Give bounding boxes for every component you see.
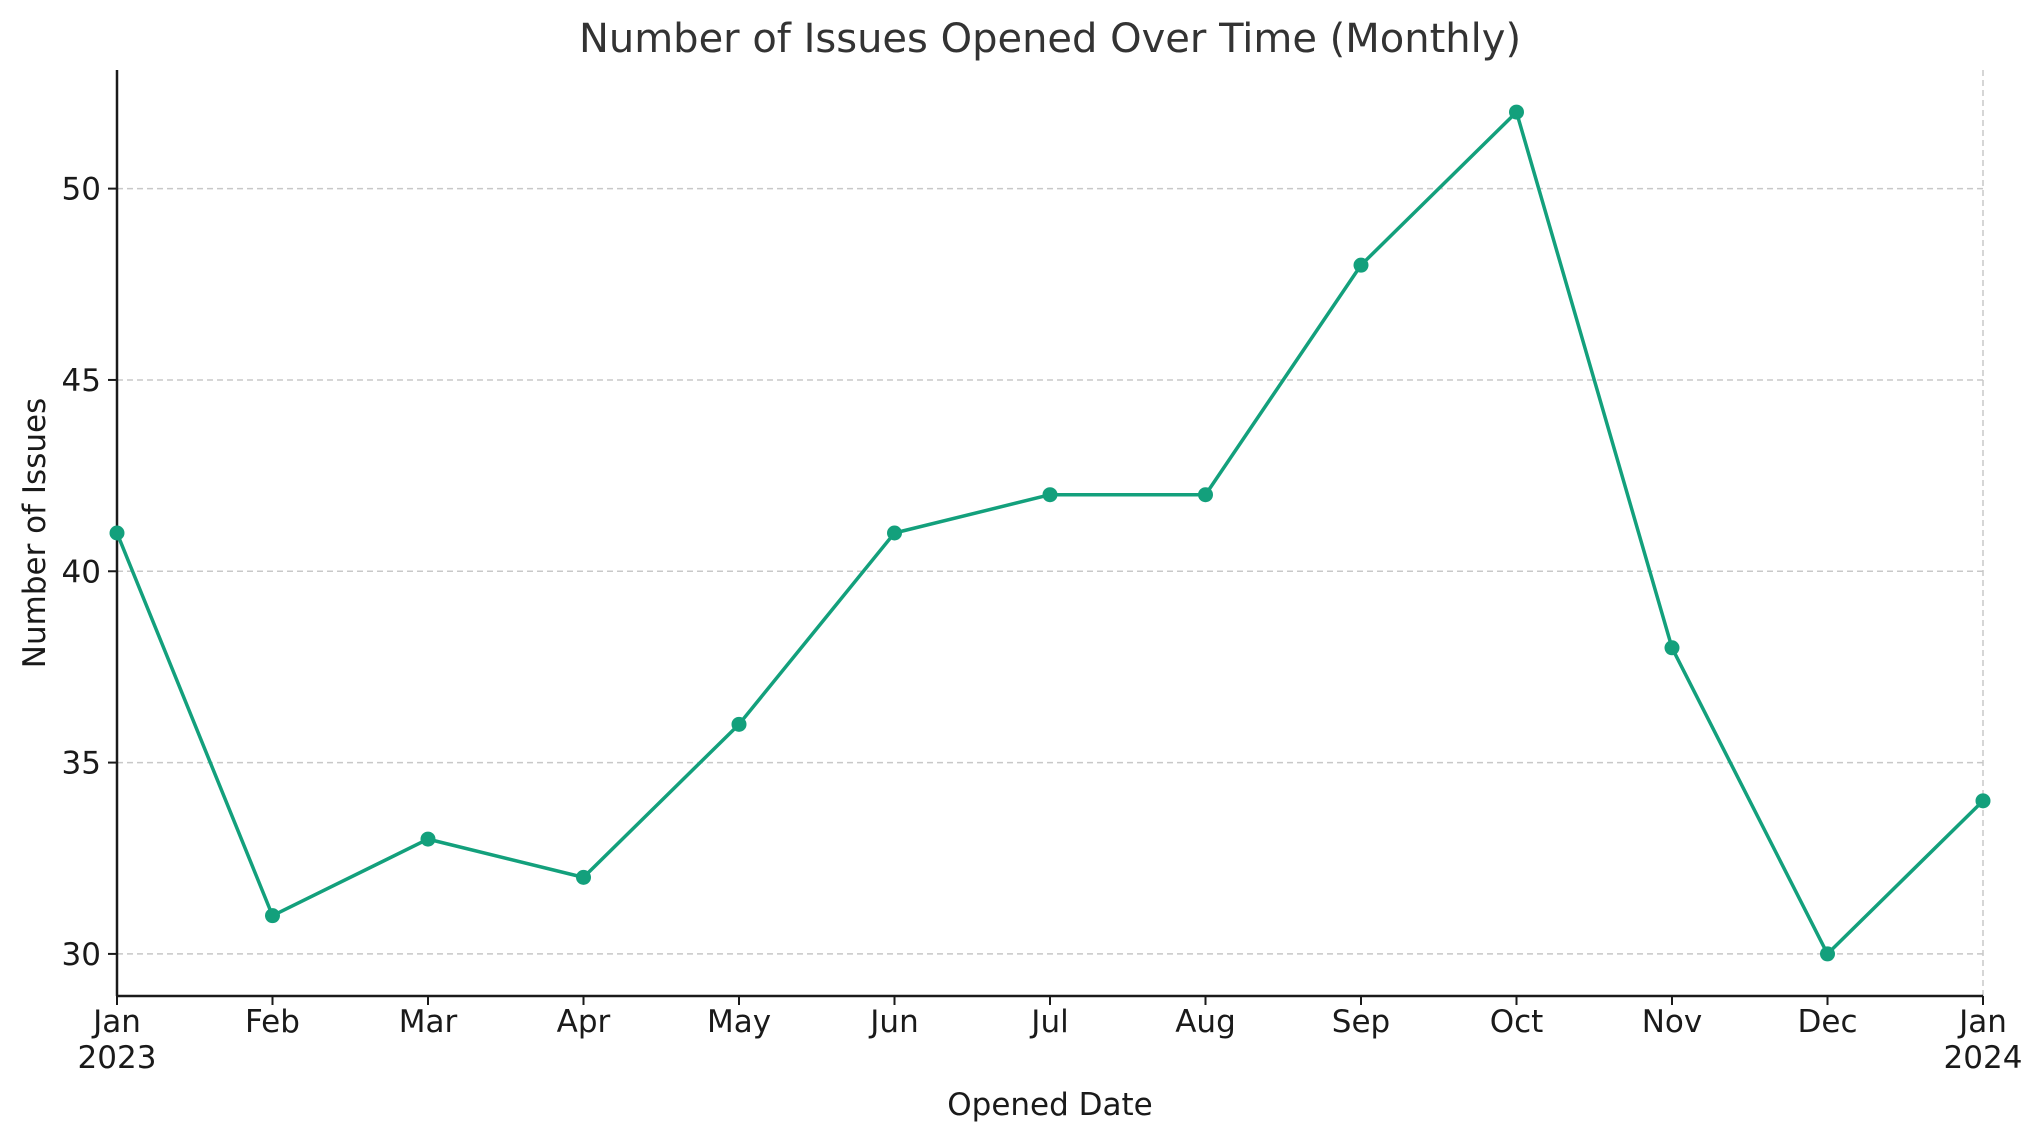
data-point — [731, 716, 747, 732]
x-tick-year-label: 2023 — [78, 1040, 157, 1076]
data-point — [1664, 640, 1680, 656]
y-axis-ticks: 30 35 40 45 50 — [62, 172, 117, 973]
data-point — [420, 831, 436, 847]
grid-lines — [117, 70, 1984, 996]
axes — [115, 70, 1983, 998]
data-point — [109, 525, 125, 541]
x-tick-label: Feb — [245, 1004, 300, 1040]
y-tick-label: 30 — [62, 937, 101, 973]
data-point — [1509, 104, 1524, 120]
series-layer — [109, 104, 1991, 962]
chart-title: Number of Issues Opened Over Time (Month… — [579, 16, 1521, 62]
data-point — [1353, 257, 1369, 273]
data-point — [1042, 487, 1058, 503]
data-point — [1820, 946, 1835, 962]
data-point — [265, 908, 280, 924]
x-axis-label: Opened Date — [947, 1087, 1153, 1123]
y-tick-label: 45 — [62, 363, 101, 399]
x-tick-label: Dec — [1798, 1004, 1858, 1040]
x-tick-label: Jan — [91, 1004, 141, 1040]
data-point — [576, 869, 591, 885]
x-tick-label: Mar — [399, 1004, 458, 1040]
x-tick-label: Oct — [1490, 1004, 1544, 1040]
x-tick-label: May — [707, 1004, 771, 1040]
y-tick-label: 50 — [62, 172, 101, 208]
x-tick-label: Apr — [557, 1004, 611, 1040]
x-tick-year-label: 2024 — [1944, 1040, 2023, 1076]
y-tick-label: 35 — [62, 746, 101, 782]
data-point — [1198, 487, 1213, 503]
series-line — [115, 110, 1985, 956]
x-tick-label: Jul — [1029, 1004, 1068, 1040]
x-tick-label: Jun — [868, 1004, 918, 1040]
data-point — [1975, 793, 1991, 809]
y-axis-label: Number of Issues — [17, 398, 53, 668]
x-tick-label: Aug — [1175, 1004, 1236, 1040]
x-tick-label: Sep — [1332, 1004, 1390, 1040]
x-tick-label: Jan — [1957, 1004, 2007, 1040]
data-point — [887, 525, 902, 541]
y-tick-label: 40 — [62, 554, 101, 590]
x-tick-label: Nov — [1642, 1004, 1703, 1040]
